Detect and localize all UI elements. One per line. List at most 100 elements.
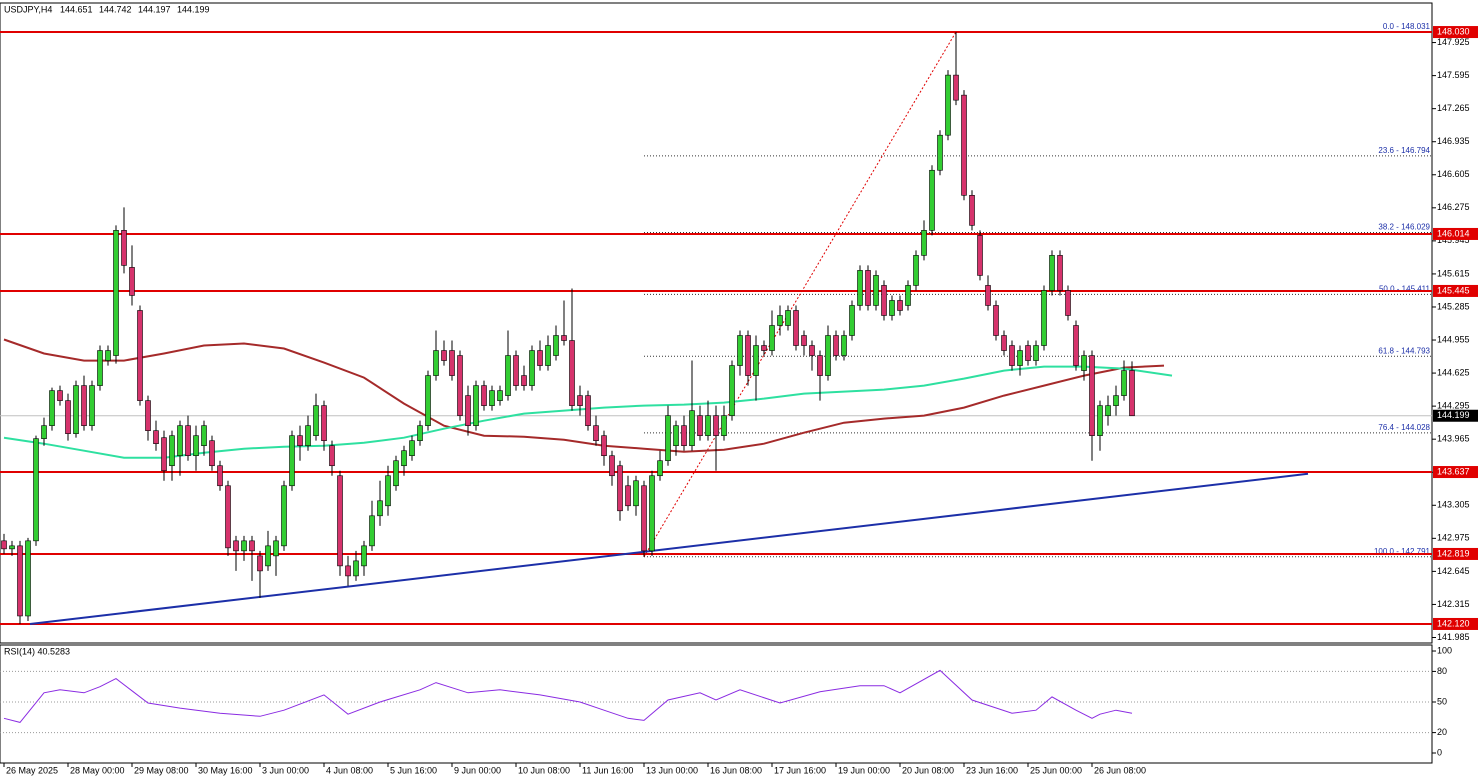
candle-body <box>409 440 415 457</box>
candle-body <box>1017 350 1023 366</box>
candle-body <box>529 350 535 386</box>
rsi-tick-label: 20 <box>1437 727 1447 737</box>
level-label-box <box>1433 547 1478 560</box>
candle-body <box>337 475 343 567</box>
candle-body <box>593 425 599 441</box>
candle-body <box>473 385 479 426</box>
candle-body <box>1001 335 1007 351</box>
fib-label: 0.0 - 148.031 <box>1383 22 1431 31</box>
rsi-tick-label: 80 <box>1437 666 1447 676</box>
candle-body <box>193 435 199 457</box>
candle-body <box>1049 255 1055 291</box>
candle-body <box>873 275 879 306</box>
candle-body <box>169 435 175 467</box>
level-label-box <box>1433 466 1478 479</box>
y-tick-label: 145.615 <box>1437 268 1470 278</box>
y-tick-label: 147.265 <box>1437 103 1470 113</box>
candle-body <box>1113 395 1119 406</box>
candle-body <box>777 315 783 326</box>
candle-body <box>105 350 111 361</box>
rsi-tick-label: 100 <box>1437 645 1452 655</box>
header-value: 144.197 <box>138 4 171 14</box>
candle-body <box>761 345 767 351</box>
level-label: 143.637 <box>1437 466 1470 476</box>
candle-body <box>793 310 799 346</box>
fib-label: 61.8 - 144.793 <box>1378 346 1430 355</box>
rsi-tick-label: 0 <box>1437 747 1442 757</box>
x-tick-label: 13 Jun 00:00 <box>646 765 698 775</box>
candle-body <box>1073 325 1079 366</box>
candle-body <box>1121 370 1127 396</box>
fib-label: 50.0 - 145.411 <box>1379 284 1431 293</box>
candle-body <box>345 565 351 577</box>
candle-body <box>865 270 871 306</box>
header-value: 144.651 <box>60 4 93 14</box>
candle-body <box>369 515 375 547</box>
level-label: 142.819 <box>1437 548 1470 558</box>
candle-body <box>217 465 223 487</box>
candle-body <box>801 335 807 346</box>
x-tick-label: 9 Jun 00:00 <box>454 765 501 775</box>
candle-body <box>737 335 743 366</box>
candle-body <box>633 480 639 507</box>
y-tick-label: 144.625 <box>1437 367 1470 377</box>
candle-body <box>673 425 679 446</box>
candle-body <box>257 555 263 572</box>
x-tick-label: 25 Jun 00:00 <box>1030 765 1082 775</box>
candle-body <box>401 450 407 467</box>
y-tick-label: 146.275 <box>1437 202 1470 212</box>
candle-body <box>905 285 911 306</box>
y-tick-label: 145.945 <box>1437 235 1470 245</box>
candle-body <box>129 267 135 296</box>
candle-body <box>385 475 391 507</box>
candle-body <box>233 540 239 552</box>
y-tick-label: 141.985 <box>1437 632 1470 642</box>
rsi-tick-label: 50 <box>1437 696 1447 706</box>
candle-body <box>441 350 447 361</box>
candle-body <box>241 540 247 552</box>
candle-body <box>729 365 735 416</box>
candle-body <box>897 300 903 311</box>
candle-body <box>225 485 231 549</box>
main-pane <box>0 2 1433 644</box>
candle-body <box>289 435 295 487</box>
candle-body <box>249 540 255 552</box>
candle-body <box>649 475 655 552</box>
candle-body <box>969 195 975 226</box>
candle-body <box>1097 405 1103 436</box>
candle-body <box>513 355 519 386</box>
level-label-box <box>1433 617 1478 630</box>
candle-body <box>689 410 695 446</box>
level-label-box <box>1433 284 1478 297</box>
candle-body <box>81 385 87 426</box>
candle-body <box>209 440 215 467</box>
candle-body <box>25 540 31 617</box>
fib-label: 23.6 - 146.794 <box>1378 146 1430 155</box>
candle-body <box>577 395 583 406</box>
symbol: USDJPY,H4 <box>4 4 52 14</box>
candle-body <box>681 425 687 446</box>
rsi-pane <box>0 644 1433 764</box>
candle-body <box>9 545 15 550</box>
candle-body <box>121 230 127 266</box>
y-tick-label: 147.925 <box>1437 37 1470 47</box>
candle-body <box>161 437 167 472</box>
candle-body <box>201 425 207 446</box>
candle-body <box>849 305 855 336</box>
candle-body <box>49 390 55 426</box>
candle-body <box>913 255 919 286</box>
candle-body <box>665 415 671 462</box>
candle-body <box>961 94 967 196</box>
candle-body <box>433 350 439 376</box>
y-tick-label: 144.955 <box>1437 334 1470 344</box>
candle-body <box>313 405 319 436</box>
candle-body <box>1057 255 1063 291</box>
candle-body <box>305 425 311 446</box>
candle-body <box>985 285 991 306</box>
candle-body <box>569 340 575 406</box>
x-tick-label: 19 Jun 00:00 <box>838 765 890 775</box>
candle-body <box>617 465 623 512</box>
fib-label: 38.2 - 146.029 <box>1378 223 1430 232</box>
candle-body <box>841 335 847 356</box>
